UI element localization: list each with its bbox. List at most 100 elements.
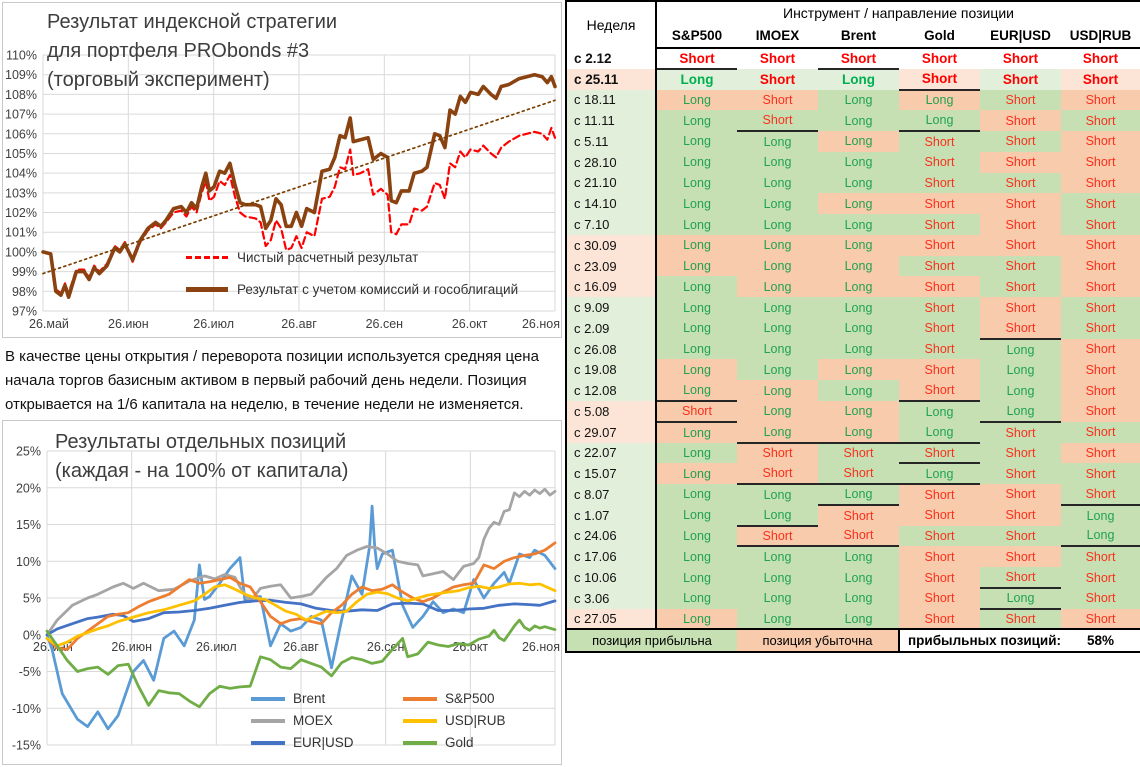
week-row-25.11: с 25.11 Long Short Long Short Short Short bbox=[566, 68, 1140, 91]
legend-item-net-result: Чистый расчетный результат bbox=[186, 250, 518, 265]
positions-chart-title: Результаты отдельных позиций (каждая - н… bbox=[55, 428, 348, 486]
position-cell: Short bbox=[899, 567, 980, 588]
legend-item-eur-usd: EUR|USD bbox=[251, 735, 403, 750]
x-axis-label: 26.июн bbox=[108, 317, 149, 331]
position-cell: Long bbox=[1061, 504, 1140, 526]
position-cell: Long bbox=[980, 359, 1061, 381]
position-cell: Long bbox=[899, 401, 980, 422]
position-cell: Long bbox=[737, 172, 818, 194]
position-cell: Short bbox=[899, 546, 980, 568]
position-cell: Long bbox=[899, 463, 980, 486]
position-cell: Long bbox=[656, 525, 737, 547]
position-cell: Long bbox=[737, 151, 818, 173]
y-axis-label: 101% bbox=[5, 226, 37, 240]
x-axis-label: 26.ноя bbox=[522, 317, 560, 331]
position-cell: Short bbox=[899, 608, 980, 630]
week-row-1.07: с 1.07 Long Long Short Short Short Long bbox=[566, 504, 1140, 527]
position-cell: Short bbox=[980, 110, 1061, 132]
y-axis-label: 106% bbox=[5, 127, 37, 141]
week-label: с 22.07 bbox=[566, 442, 657, 464]
series-color-sample bbox=[403, 740, 437, 745]
position-cell: Short bbox=[656, 48, 737, 70]
position-cell: Long bbox=[656, 587, 737, 609]
y-axis-label: 10% bbox=[16, 555, 41, 569]
position-cell: Long bbox=[656, 89, 737, 111]
position-cell: Long bbox=[656, 255, 737, 277]
profitable-share-value: 58% bbox=[1061, 628, 1140, 653]
legend-label: Чистый расчетный результат bbox=[237, 250, 419, 265]
position-cell: Long bbox=[980, 380, 1061, 402]
week-row-2.12: с 2.12 Short Short Short Short Short Short bbox=[566, 48, 1140, 70]
position-cell: Short bbox=[899, 214, 980, 235]
y-axis-label: -15% bbox=[12, 739, 41, 753]
position-cell: Short bbox=[899, 380, 980, 403]
position-cell: Short bbox=[980, 276, 1061, 298]
position-cell: Short bbox=[980, 151, 1061, 173]
week-row-22.07: с 22.07 Long Short Short Short Short Short bbox=[566, 442, 1140, 465]
week-label: с 24.06 bbox=[566, 525, 657, 547]
week-label: с 26.08 bbox=[566, 338, 657, 360]
x-axis-label: 26.сен bbox=[367, 640, 405, 654]
position-cell: Short bbox=[899, 442, 980, 465]
title-line: Результат индексной стратегии bbox=[47, 11, 338, 33]
position-cell: Long bbox=[656, 567, 737, 588]
position-cell: Long bbox=[737, 234, 818, 256]
position-cell: Long bbox=[656, 421, 737, 443]
series-line-moex bbox=[45, 487, 557, 637]
week-label: с 30.09 bbox=[566, 234, 657, 256]
y-axis-label: 108% bbox=[5, 88, 37, 102]
legend-label: Результат с учетом комиссий и гособлигац… bbox=[237, 282, 519, 297]
position-cell: Short bbox=[899, 193, 980, 215]
y-axis-label: 104% bbox=[5, 167, 37, 181]
position-cell: Long bbox=[899, 421, 980, 444]
position-cell: Long bbox=[737, 504, 818, 527]
position-cell: Long bbox=[737, 338, 818, 360]
week-label: с 29.07 bbox=[566, 421, 657, 443]
y-axis-label: 25% bbox=[16, 445, 41, 459]
strategy-result-chart: Результат индексной стратегии для портфе… bbox=[2, 2, 562, 338]
week-row-8.07: с 8.07 Long Long Long Short Short Short bbox=[566, 484, 1140, 506]
position-cell: Short bbox=[980, 525, 1061, 547]
position-cell: Short bbox=[980, 234, 1061, 256]
week-label: с 25.11 bbox=[566, 68, 657, 90]
position-cell: Long bbox=[656, 214, 737, 235]
strategy-chart-plot: 97% 98% 99% 100% 101% 102% 103% 104% 105% 106% 107… bbox=[5, 49, 560, 332]
strategy-chart-legend: Чистый расчетный результат Результат с у… bbox=[186, 250, 518, 314]
position-cell: Long bbox=[737, 276, 818, 298]
y-axis-label: 109% bbox=[5, 68, 37, 82]
week-row-2.09: с 2.09 Long Long Long Short Short Short bbox=[566, 317, 1140, 340]
charts-column: Результат индексной стратегии для портфе… bbox=[0, 0, 565, 767]
strategy-chart-title: Результат индексной стратегии для портфе… bbox=[47, 8, 337, 95]
position-cell: Short bbox=[980, 297, 1061, 318]
legend-item-with-commissions: Результат с учетом комиссий и гособлигац… bbox=[186, 282, 518, 297]
week-label: с 12.08 bbox=[566, 380, 657, 402]
position-cell: Short bbox=[737, 68, 818, 90]
x-axis-label: 26.окт bbox=[452, 317, 488, 331]
red-dashed-line-sample bbox=[186, 256, 228, 259]
position-cell: Short bbox=[1061, 255, 1140, 277]
x-axis-label: 26.июл bbox=[196, 640, 237, 654]
position-cell: Short bbox=[899, 276, 980, 298]
y-axis-label: -10% bbox=[12, 702, 41, 716]
x-axis-label: 26.сен bbox=[366, 317, 404, 331]
position-cell: Long bbox=[656, 131, 737, 152]
position-cell: Short bbox=[980, 214, 1061, 235]
position-cell: Long bbox=[656, 193, 737, 215]
week-row-14.10: с 14.10 Long Long Long Short Short Short bbox=[566, 193, 1140, 215]
week-label: с 1.07 bbox=[566, 504, 657, 526]
positions-chart-legend: Brent S&P500 MOEX USD|RUB EUR|USD Gold bbox=[251, 691, 543, 750]
position-cell: Long bbox=[737, 421, 818, 444]
series-line-usd|rub bbox=[45, 581, 557, 648]
week-row-23.09: с 23.09 Long Long Long Short Short Short bbox=[566, 255, 1140, 277]
position-cell: Long bbox=[737, 193, 818, 215]
position-cell: Short bbox=[1061, 380, 1140, 402]
position-cell: Long bbox=[737, 297, 818, 318]
position-cell: Long bbox=[737, 401, 818, 422]
x-axis-label: 26.авг bbox=[283, 640, 319, 654]
position-cell: Short bbox=[899, 525, 980, 547]
y-axis-label: 100% bbox=[5, 245, 37, 259]
week-row-26.08: с 26.08 Long Long Long Short Long Short bbox=[566, 338, 1140, 360]
position-cell: Long bbox=[818, 131, 899, 152]
positions-table-panel: Неделя Инструмент / направление позиции S&… bbox=[565, 0, 1140, 654]
week-label: с 10.06 bbox=[566, 567, 657, 588]
